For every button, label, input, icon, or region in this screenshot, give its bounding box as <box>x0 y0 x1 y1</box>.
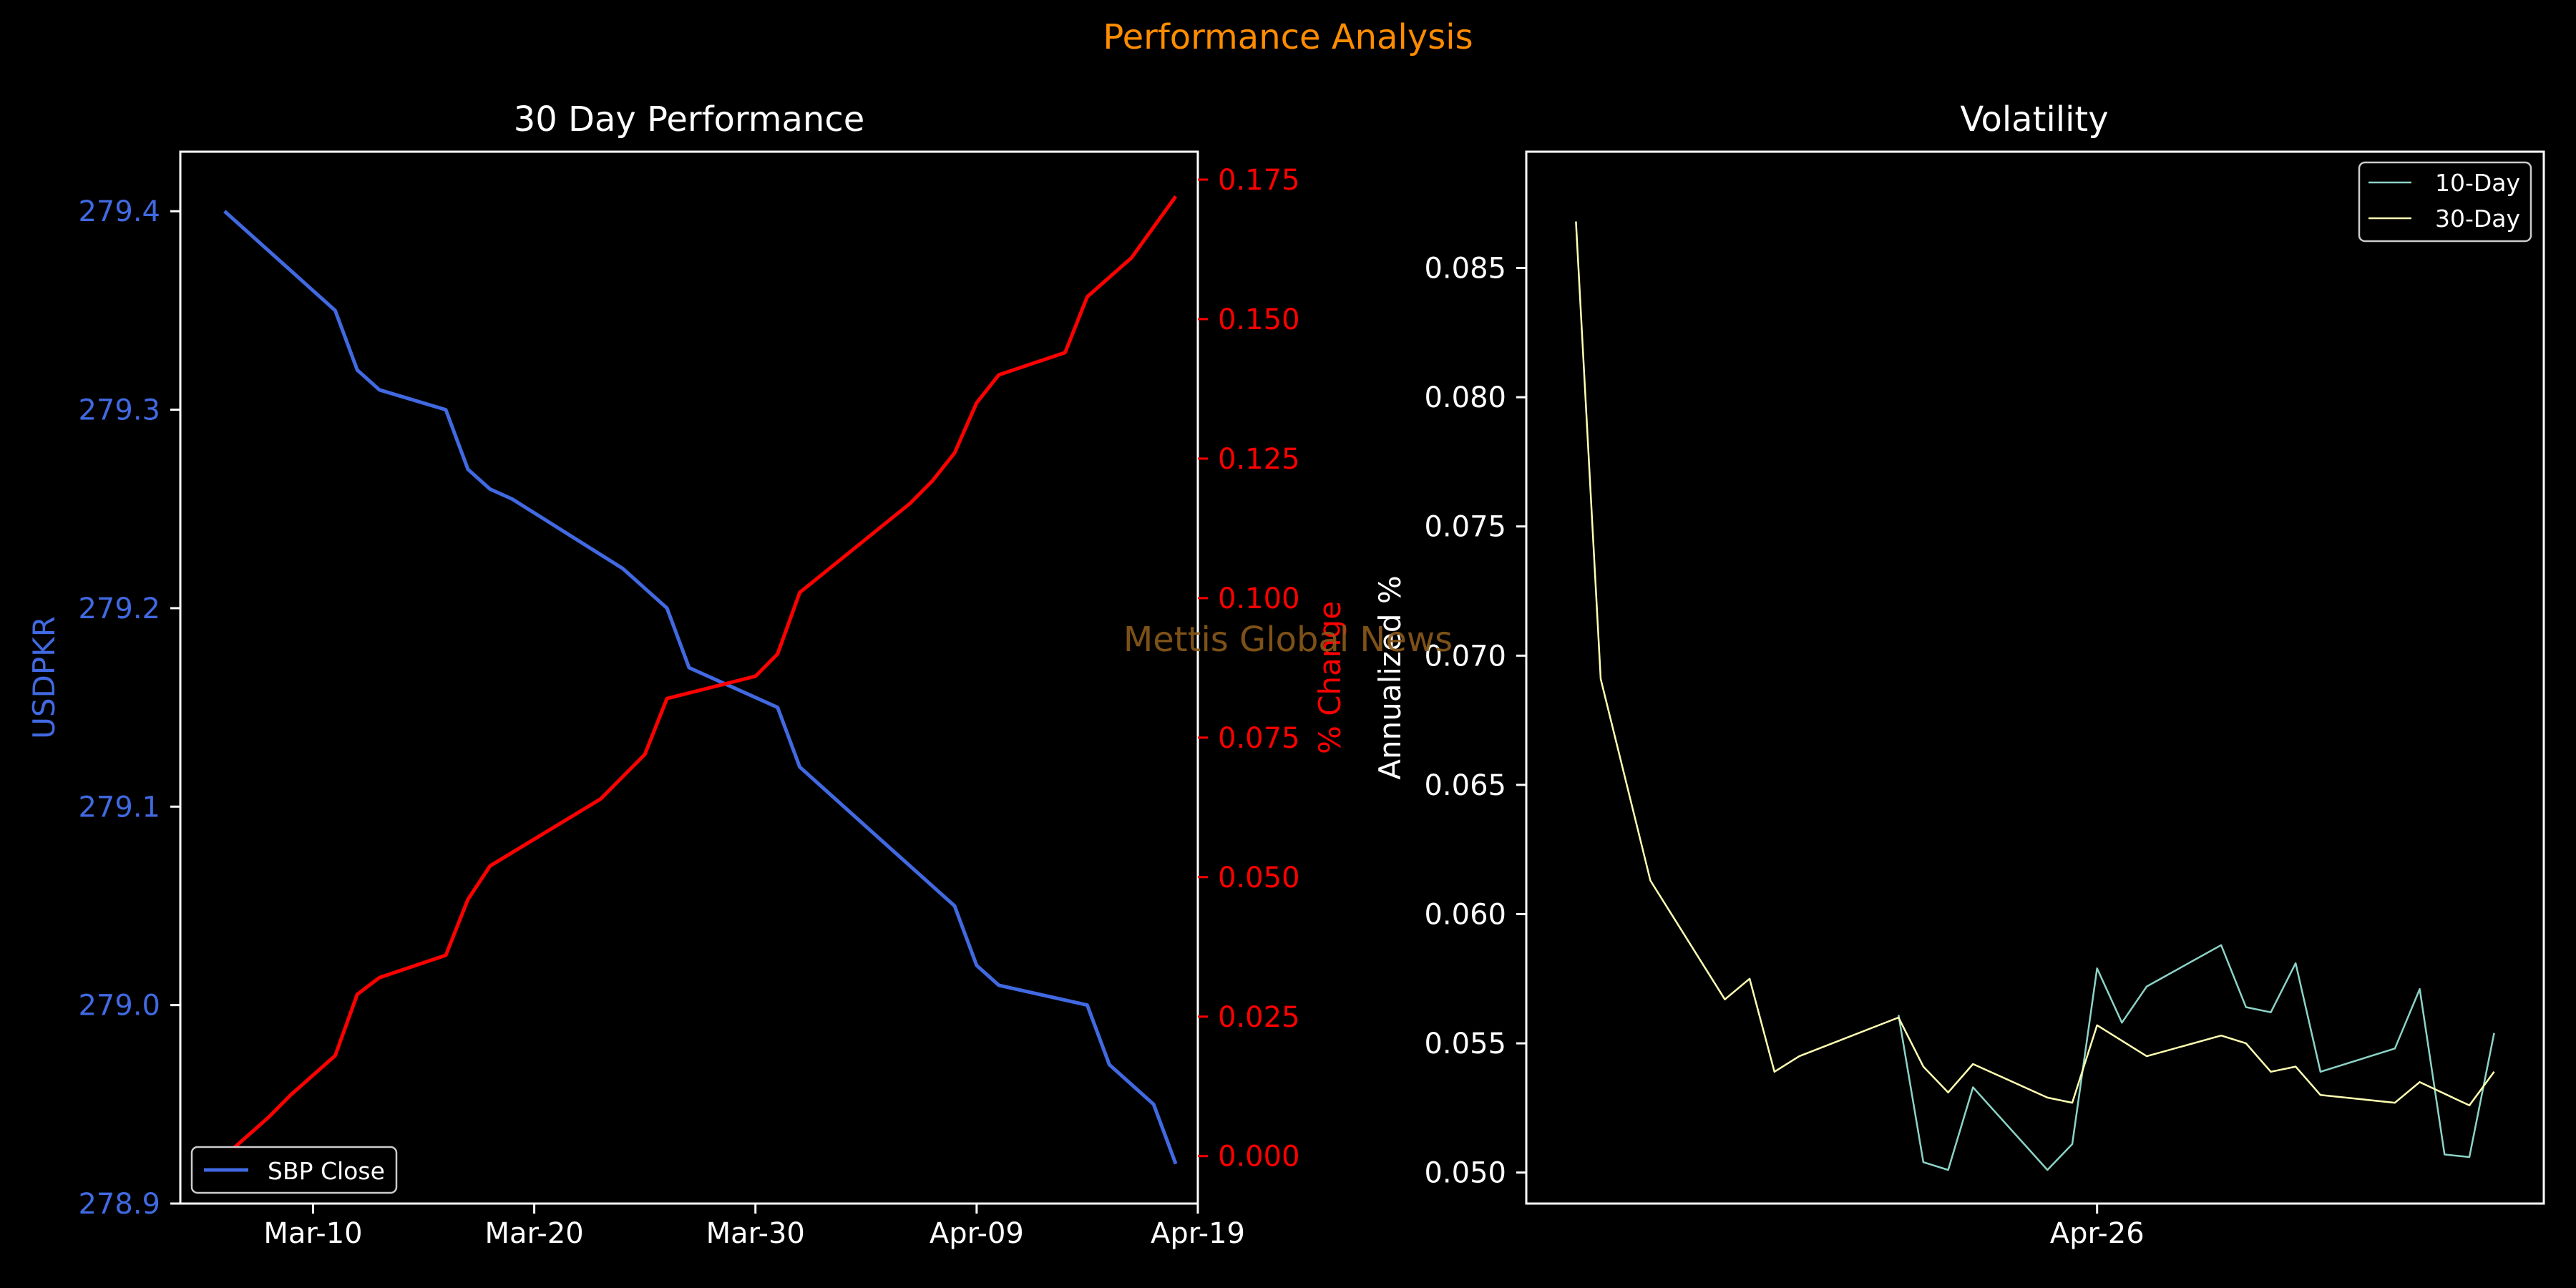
performance-y-tick-label: 279.4 <box>78 195 160 228</box>
volatility-chart: Volatility Apr-26 0.0500.0550.0600.0650.… <box>1372 99 2545 1250</box>
volatility-y-tick-label: 0.055 <box>1424 1028 1506 1060</box>
volatility-y-label: Annualized % <box>1372 575 1407 779</box>
performance-chart: 30 Day Performance Mar-10 Mar-20 Mar-30 Apr… <box>26 99 1347 1250</box>
performance-plot-frame <box>179 150 1199 1205</box>
volatility-y-tick-label: 0.070 <box>1424 640 1506 673</box>
volatility-y-tick-label: 0.065 <box>1424 769 1506 802</box>
performance-legend: SBP Close <box>190 1146 398 1194</box>
performance-y2-tick-label: 0.125 <box>1218 443 1300 476</box>
vol-10day-legend-label: 10-Day <box>2435 169 2520 197</box>
volatility-y-tick-label: 0.075 <box>1424 511 1506 544</box>
performance-x-tick-label: Apr-19 <box>1151 1217 1245 1250</box>
sbp-close-legend-label: SBP Close <box>268 1157 385 1185</box>
performance-y2-tick-label: 0.150 <box>1218 303 1300 336</box>
performance-y2-tick-label: 0.025 <box>1218 1001 1300 1034</box>
volatility-series <box>1575 221 2495 1171</box>
performance-x-tick-label: Mar-20 <box>484 1217 583 1250</box>
volatility-x-tick-label: Apr-26 <box>2050 1217 2145 1250</box>
volatility-plot-frame <box>1525 150 2545 1205</box>
performance-legend-box <box>190 1146 398 1194</box>
performance-y-tick-label: 279.0 <box>78 990 160 1023</box>
volatility-y-tick-label: 0.085 <box>1424 253 1506 286</box>
performance-y2-tick-label: 0.175 <box>1218 164 1300 197</box>
watermark: Mettis Global News <box>1123 620 1453 660</box>
volatility-x-axis: Apr-26 <box>2050 1204 2145 1250</box>
performance-series <box>223 195 1178 1165</box>
volatility-y-tick-label: 0.060 <box>1424 898 1506 931</box>
performance-y2-axis: 0.000 0.025 0.050 0.075 0.100 0.125 0.150 0.175 <box>1198 164 1300 1174</box>
vol-10day-line <box>1897 944 2495 1171</box>
pct-change-line <box>223 195 1178 1158</box>
performance-x-tick-label: Apr-09 <box>930 1217 1024 1250</box>
sbp-close-line <box>223 210 1178 1165</box>
performance-x-tick-label: Mar-10 <box>263 1217 362 1250</box>
performance-x-tick-label: Mar-30 <box>706 1217 805 1250</box>
performance-y2-label: % Change <box>1312 601 1347 754</box>
vol-30day-legend-label: 30-Day <box>2435 205 2520 233</box>
volatility-y-tick-label: 0.050 <box>1424 1157 1506 1190</box>
performance-y2-tick-label: 0.050 <box>1218 862 1300 894</box>
vol-30day-line <box>1575 221 2495 1107</box>
performance-y2-tick-label: 0.075 <box>1218 722 1300 755</box>
suptitle: Performance Analysis <box>1103 17 1473 57</box>
volatility-y-tick-label: 0.080 <box>1424 381 1506 414</box>
volatility-chart-title: Volatility <box>1960 99 2108 140</box>
performance-y2-tick-label: 0.100 <box>1218 582 1300 615</box>
performance-y-tick-label: 279.2 <box>78 592 160 625</box>
performance-y-tick-label: 279.3 <box>78 394 160 427</box>
performance-y-axis: 278.9 279.0 279.1 279.2 279.3 279.4 <box>78 195 180 1221</box>
performance-y-label: USDPKR <box>26 616 62 739</box>
performance-y-tick-label: 278.9 <box>78 1188 160 1221</box>
volatility-y-axis: 0.050 0.055 0.060 0.065 0.070 0.075 0.080 0.085 <box>1424 253 1526 1190</box>
performance-x-axis: Mar-10 Mar-20 Mar-30 Apr-09 Apr-19 <box>263 1204 1245 1250</box>
volatility-legend: 10-Day 30-Day <box>2358 161 2532 243</box>
performance-y-tick-label: 279.1 <box>78 791 160 824</box>
performance-chart-title: 30 Day Performance <box>514 99 865 140</box>
performance-y2-tick-label: 0.000 <box>1218 1141 1300 1174</box>
